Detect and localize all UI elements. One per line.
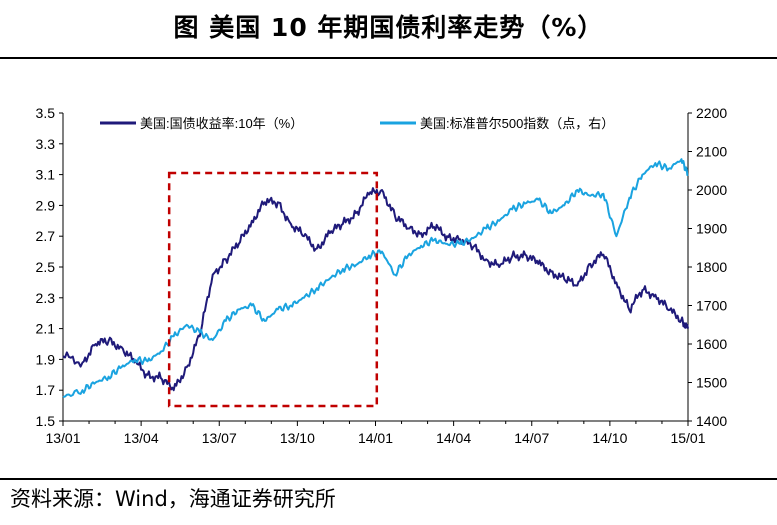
y-left-tick-label: 3.1 (36, 167, 56, 183)
y-right-tick-label: 2000 (696, 182, 727, 198)
x-tick-label: 15/01 (670, 430, 705, 446)
x-tick-label: 13/01 (45, 430, 80, 446)
x-tick-label: 14/07 (514, 430, 549, 446)
y-left-tick-label: 2.3 (36, 290, 56, 306)
y-left-tick-label: 1.5 (36, 413, 56, 429)
ticks-group: 3.5 3.3 3.1 2.9 2.7 2.5 2.3 2.1 1.9 1.7 1.5 2200 210… (36, 105, 728, 446)
series-group (62, 158, 689, 399)
source-rule (0, 478, 777, 480)
y-right-tick-label: 1400 (696, 413, 727, 429)
y-right-tick-label: 1700 (696, 298, 727, 314)
y-left-tick-label: 3.3 (36, 136, 56, 152)
y-left-tick-label: 2.1 (36, 321, 56, 337)
y-right-tick-label: 1800 (696, 259, 727, 275)
x-tick-label: 13/07 (202, 430, 237, 446)
x-tick-label: 13/04 (124, 430, 159, 446)
highlight-box (167, 171, 379, 408)
x-tick-label: 14/01 (358, 430, 393, 446)
series-line-2 (62, 158, 689, 399)
legend-label-2: 美国:标准普尔500指数（点，右） (420, 116, 614, 131)
legend-label-1: 美国:国债收益率:10年（%） (140, 116, 303, 131)
x-tick-label: 14/04 (436, 430, 471, 446)
y-right-tick-label: 2100 (696, 144, 727, 160)
y-right-tick-label: 2200 (696, 105, 727, 121)
y-right-tick-label: 1600 (696, 336, 727, 352)
legend-group: 美国:国债收益率:10年（%） 美国:标准普尔500指数（点，右） (100, 116, 614, 131)
x-tick-label: 14/10 (592, 430, 627, 446)
y-left-tick-label: 2.9 (36, 197, 56, 213)
source-note: 资料来源：Wind，海通证券研究所 (10, 487, 336, 511)
y-right-tick-label: 1900 (696, 221, 727, 237)
axes-group (62, 113, 689, 422)
chart-title: 图 美国 10 年期国债利率走势（%） (173, 13, 604, 42)
y-left-tick-label: 2.5 (36, 259, 56, 275)
y-left-tick-label: 1.9 (36, 351, 56, 367)
y-left-tick-label: 2.7 (36, 228, 56, 244)
x-tick-label: 13/10 (280, 430, 315, 446)
series-line-1 (62, 187, 689, 392)
y-left-tick-label: 1.7 (36, 382, 56, 398)
title-underline (0, 57, 777, 59)
y-right-tick-label: 1500 (696, 375, 727, 391)
highlight-group (167, 171, 379, 408)
y-left-tick-label: 3.5 (36, 105, 56, 121)
